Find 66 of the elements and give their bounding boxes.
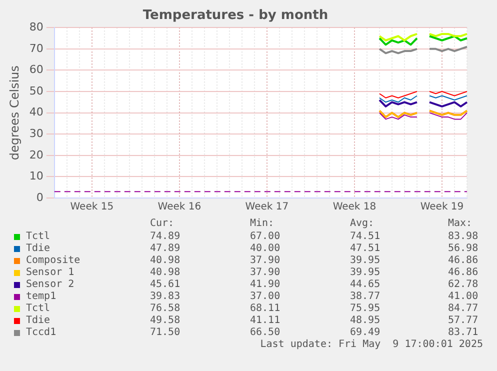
x-tick-label: Week 17 <box>245 202 289 213</box>
text: 76.58 <box>150 303 180 314</box>
text: 56.98 <box>448 243 478 254</box>
text: 41.00 <box>448 291 478 302</box>
y-tick-label: 70 <box>29 42 44 55</box>
text: 66.50 <box>250 327 280 338</box>
text: 46.86 <box>448 267 478 278</box>
text: 74.51 <box>350 231 380 242</box>
text: 37.00 <box>250 291 280 302</box>
legend-label: Tctl <box>26 231 50 242</box>
text: 48.95 <box>350 315 380 326</box>
text: 83.98 <box>448 231 478 242</box>
text: 45.61 <box>150 279 180 290</box>
y-tick-label: 60 <box>29 63 44 76</box>
text: 37.90 <box>250 255 280 266</box>
text: 69.49 <box>350 327 380 338</box>
x-tick-label: Week 19 <box>420 202 464 213</box>
x-tick-label: Week 15 <box>70 202 114 213</box>
text: Cur: <box>150 218 174 229</box>
text: 74.89 <box>150 231 180 242</box>
text: 71.50 <box>150 327 180 338</box>
y-tick-label: 40 <box>29 106 44 119</box>
text: 37.90 <box>250 267 280 278</box>
text: Min: <box>250 218 274 229</box>
text: 44.65 <box>350 279 380 290</box>
legend-label: Composite <box>26 255 80 266</box>
text: 41.11 <box>250 315 280 326</box>
text: 39.95 <box>350 267 380 278</box>
text: Avg: <box>350 218 374 229</box>
text: 75.95 <box>350 303 380 314</box>
text: 39.83 <box>150 291 180 302</box>
text: 62.78 <box>448 279 478 290</box>
legend-label: Tccd1 <box>26 327 56 338</box>
x-tick-label: Week 18 <box>332 202 376 213</box>
y-tick-label: 10 <box>29 170 44 183</box>
text: Last update: Fri May 9 17:00:01 2025 <box>259 339 484 350</box>
y-tick-label: 20 <box>29 148 44 162</box>
text: 40.00 <box>250 243 280 254</box>
text: 38.77 <box>350 291 380 302</box>
text: 41.90 <box>250 279 280 290</box>
y-tick-label: 30 <box>29 126 44 140</box>
text: 49.58 <box>150 315 180 326</box>
y-tick-label: 0 <box>36 190 44 204</box>
text: 39.95 <box>350 255 380 266</box>
text: 47.51 <box>350 243 380 254</box>
text: 57.77 <box>448 315 478 326</box>
text: 40.98 <box>150 267 180 278</box>
y-tick-label: 80 <box>29 20 44 34</box>
legend-label: Tctl <box>26 303 50 314</box>
y-tick-label: 50 <box>29 84 44 98</box>
legend-label: Sensor 2 <box>26 279 74 290</box>
legend-label: Sensor 1 <box>26 267 74 278</box>
text: 40.98 <box>150 255 180 266</box>
text: Max: <box>448 218 472 229</box>
y-axis-title: degrees Celsius <box>7 65 22 160</box>
text: 67.00 <box>250 231 280 242</box>
text: 84.77 <box>448 303 478 314</box>
text: 68.11 <box>250 303 280 314</box>
x-tick-label: Week 16 <box>158 202 202 213</box>
legend-label: Tdie <box>26 243 50 254</box>
legend-label: Tdie <box>26 315 50 326</box>
legend-label: temp1 <box>26 291 56 302</box>
text: 83.71 <box>448 327 478 338</box>
text: 46.86 <box>448 255 478 266</box>
text: 47.89 <box>150 243 180 254</box>
chart-title: Temperatures - by month <box>142 8 328 24</box>
